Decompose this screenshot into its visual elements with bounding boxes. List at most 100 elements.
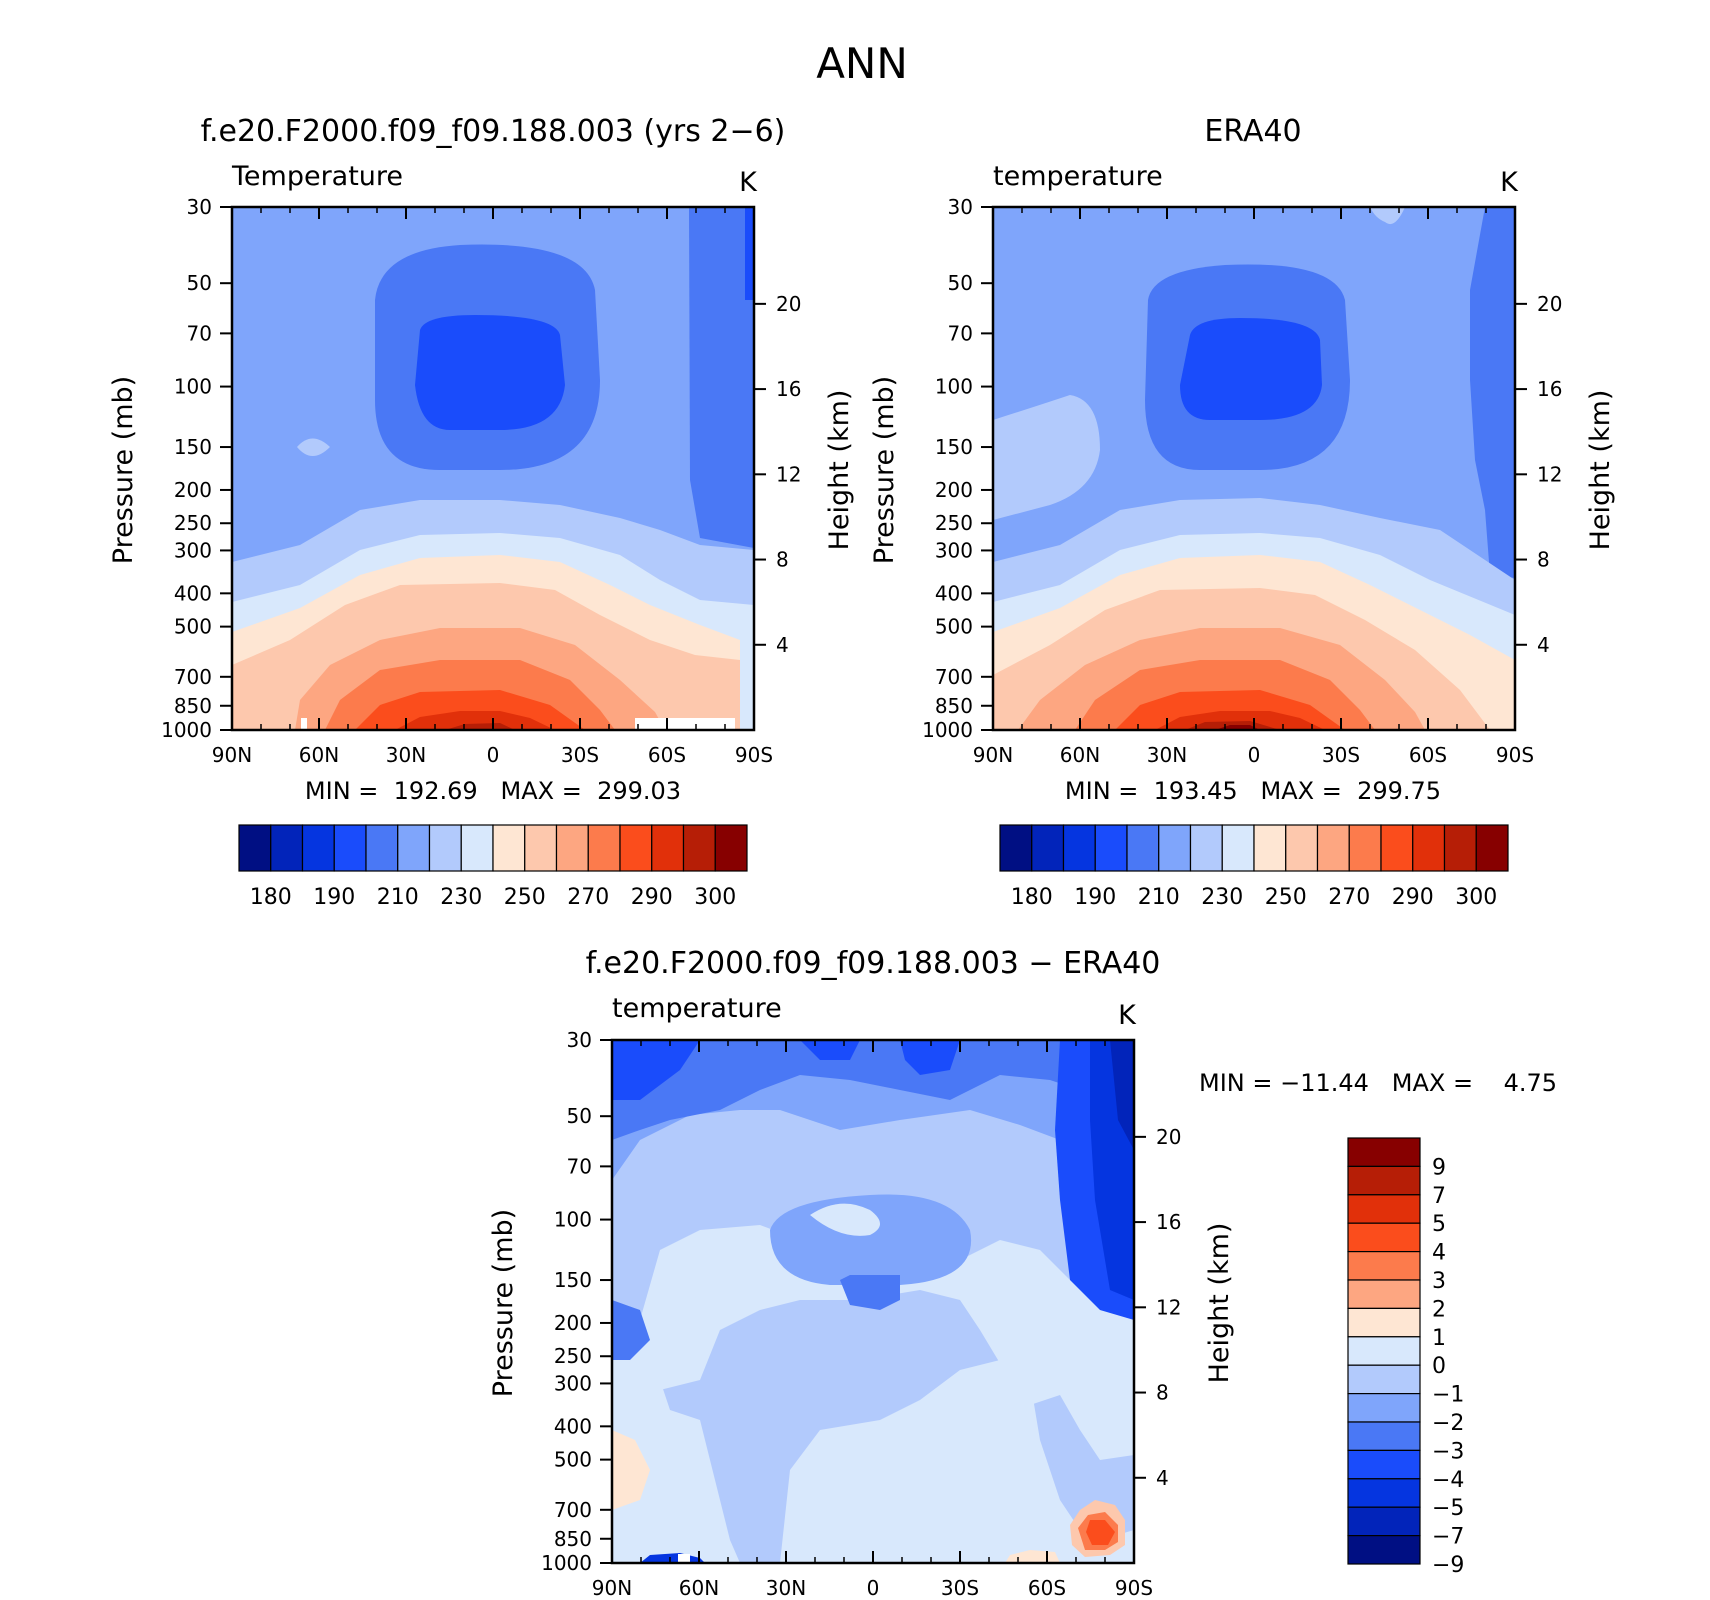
y-tick-label: 850 <box>174 694 212 718</box>
colorbar-swatch <box>1347 1336 1421 1366</box>
y2-axis-label: Height (km) <box>1585 390 1616 551</box>
x-tick-label: 60N <box>1060 743 1100 767</box>
y-tick-label: 500 <box>174 615 212 639</box>
colorbar-label: 190 <box>313 885 355 910</box>
y2-tick-label: 4 <box>776 633 789 657</box>
y-tick-label: 250 <box>554 1344 592 1368</box>
colorbar <box>1347 1137 1421 1565</box>
axis-ticks <box>220 206 766 731</box>
x-tick-label: 60S <box>1409 743 1447 767</box>
contour-fill <box>1370 207 1405 225</box>
contour-fill <box>780 1360 1134 1563</box>
colorbar-label: 210 <box>377 885 419 910</box>
y-tick-label: 1000 <box>541 1551 592 1575</box>
y-tick-label: 30 <box>948 195 973 219</box>
y-tick-label: 200 <box>554 1311 592 1335</box>
colorbar-label: 180 <box>1011 885 1053 910</box>
colorbar-swatch <box>1031 824 1065 872</box>
colorbar-label: 230 <box>1201 885 1243 910</box>
colorbar-label: 250 <box>504 885 546 910</box>
colorbar-swatch <box>1094 824 1128 872</box>
x-tick-label: 30N <box>1147 743 1187 767</box>
x-tick-label: 0 <box>1248 743 1261 767</box>
y-tick-label: 1000 <box>922 718 973 742</box>
panel-subtitle: Temperature <box>231 161 403 192</box>
panel-title: f.e20.F2000.f09_f09.188.003 (yrs 2−6) <box>201 114 786 149</box>
colorbar-label: −3 <box>1432 1439 1464 1464</box>
colorbar-swatch <box>270 824 304 872</box>
y2-axis-label: Height (km) <box>1204 1223 1235 1384</box>
x-tick-labels: 90N 60N 30N 0 30S 60S 90S <box>973 743 1534 767</box>
x-tick-label: 60S <box>648 743 686 767</box>
colorbar-label: 180 <box>250 885 292 910</box>
x-tick-label: 90S <box>1496 743 1534 767</box>
colorbar-swatch <box>1412 824 1446 872</box>
y-tick-label: 200 <box>174 478 212 502</box>
contour-fill <box>297 438 330 456</box>
contour-fill <box>689 207 754 548</box>
y2-tick-label: 20 <box>776 292 801 316</box>
y-tick-label: 400 <box>554 1414 592 1438</box>
contour-fill <box>993 395 1100 520</box>
colorbar-swatch <box>1347 1222 1421 1253</box>
panel-model: f.e20.F2000.f09_f09.188.003 (yrs 2−6) Te… <box>108 114 855 910</box>
colorbar-swatch <box>1221 824 1255 872</box>
colorbar-swatch <box>397 824 431 872</box>
y-tick-label: 70 <box>187 321 212 345</box>
colorbar-swatch <box>1253 824 1287 872</box>
y2-tick-label: 8 <box>1156 1381 1169 1405</box>
colorbar-swatch <box>524 824 558 872</box>
colorbar-label: −2 <box>1432 1411 1464 1436</box>
y-tick-labels: 30 50 70 100 150 200 250 300 400 500 700… <box>922 195 973 742</box>
colorbar-label: 270 <box>567 885 609 910</box>
colorbar-swatch <box>1475 824 1509 872</box>
panel-subtitle: temperature <box>993 161 1163 192</box>
colorbar-swatch <box>1347 1137 1421 1167</box>
min-max-stats: MIN = 193.45 MAX = 299.75 <box>1065 777 1441 805</box>
y-tick-label: 700 <box>935 665 973 689</box>
colorbar-label: 9 <box>1432 1155 1446 1180</box>
colorbar-swatch <box>1347 1534 1421 1565</box>
colorbar-label: 5 <box>1432 1212 1446 1237</box>
axis-ticks <box>981 206 1527 731</box>
y-tick-label: 150 <box>935 435 973 459</box>
contour-fill <box>810 1203 880 1236</box>
colorbar-swatch <box>301 824 335 872</box>
colorbar-swatch <box>587 824 621 872</box>
panel-era40: ERA40 temperature K 90N 60N 30N <box>869 114 1616 910</box>
panel-title: f.e20.F2000.f09_f09.188.003 − ERA40 <box>586 946 1161 981</box>
panel-difference: f.e20.F2000.f09_f09.188.003 − ERA40 temp… <box>488 946 1557 1600</box>
y2-tick-label: 12 <box>1156 1295 1181 1319</box>
colorbar-label: 3 <box>1432 1269 1446 1294</box>
x-tick-label: 30N <box>766 1576 806 1600</box>
x-tick-labels: 90N 60N 30N 0 30S 60S 90S <box>592 1576 1153 1600</box>
missing-data <box>635 718 735 730</box>
units-label: K <box>1118 1000 1137 1031</box>
colorbar-swatch <box>1347 1478 1421 1508</box>
contour-fill <box>900 1040 960 1075</box>
x-tick-label: 0 <box>867 1576 880 1600</box>
y2-tick-label: 20 <box>1537 292 1562 316</box>
colorbar-swatch <box>1126 824 1160 872</box>
y2-tick-label: 4 <box>1537 633 1550 657</box>
units-label: K <box>739 167 758 198</box>
colorbar-swatch <box>1347 1250 1421 1281</box>
colorbar-label: 210 <box>1138 885 1180 910</box>
x-tick-label: 30N <box>386 743 426 767</box>
min-max-stats: MIN = 192.69 MAX = 299.03 <box>305 777 681 805</box>
colorbar-labels: 180 190 210 230 250 270 290 300 <box>250 885 737 910</box>
colorbar-swatch <box>1347 1421 1421 1451</box>
colorbar-swatch <box>1347 1307 1421 1338</box>
colorbar-swatch <box>1158 824 1192 872</box>
x-tick-label: 60N <box>679 1576 719 1600</box>
colorbar-swatch <box>1347 1194 1421 1224</box>
x-tick-label: 60S <box>1028 1576 1066 1600</box>
y2-tick-label: 4 <box>1156 1466 1169 1490</box>
axis-ticks <box>600 1039 1146 1564</box>
colorbar-swatch <box>619 824 653 872</box>
contour-fill <box>445 723 515 730</box>
y2-tick-label: 16 <box>1537 377 1562 401</box>
y-tick-label: 500 <box>935 615 973 639</box>
y-tick-label: 300 <box>554 1371 592 1395</box>
x-tick-labels: 90N 60N 30N 0 30S 60S 90S <box>212 743 773 767</box>
